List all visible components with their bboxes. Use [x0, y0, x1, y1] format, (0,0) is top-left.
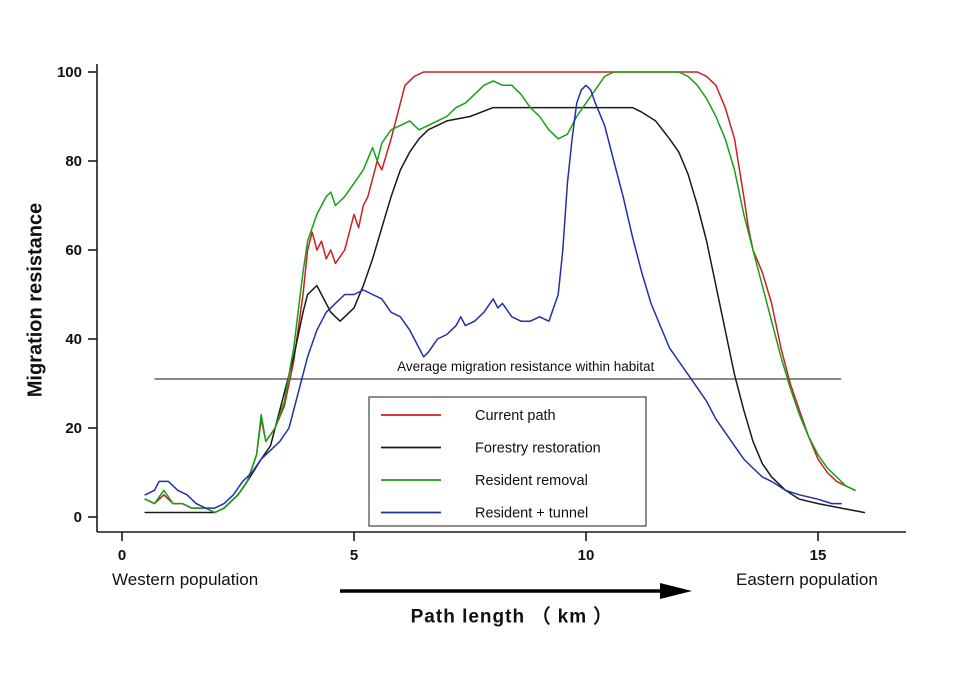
legend-label-resident-removal: Resident removal — [475, 473, 588, 489]
x-axis-title: Path length （ km ） — [410, 606, 614, 628]
western-population-label: Western population — [112, 570, 259, 589]
legend-box — [368, 396, 647, 527]
average-line-label: Average migration resistance within habi… — [397, 359, 654, 374]
y-tick-label: 100 — [57, 64, 82, 81]
series-line-forestry-restoration — [144, 106, 866, 514]
y-tick-label: 80 — [65, 153, 82, 170]
y-tick-label: 60 — [65, 242, 82, 259]
eastern-population-label: Eastern population — [736, 570, 878, 589]
series-line-resident-removal — [144, 71, 856, 514]
x-tick-label: 15 — [810, 547, 827, 564]
legend-label-current-path: Current path — [475, 408, 556, 424]
y-tick-label: 0 — [74, 509, 82, 526]
legend-label-resident-tunnel: Resident + tunnel — [475, 506, 588, 522]
legend-label-forestry-restoration: Forestry restoration — [475, 441, 601, 457]
y-tick-label: 40 — [65, 331, 82, 348]
x-tick-label: 0 — [118, 547, 126, 564]
x-tick-label: 5 — [350, 547, 358, 564]
direction-arrow-head — [660, 583, 692, 599]
y-axis-title: Migration resistance — [24, 202, 47, 398]
y-tick-label: 20 — [65, 420, 82, 437]
series-line-resident-tunnel — [144, 84, 842, 509]
x-tick-label: 10 — [578, 547, 595, 564]
